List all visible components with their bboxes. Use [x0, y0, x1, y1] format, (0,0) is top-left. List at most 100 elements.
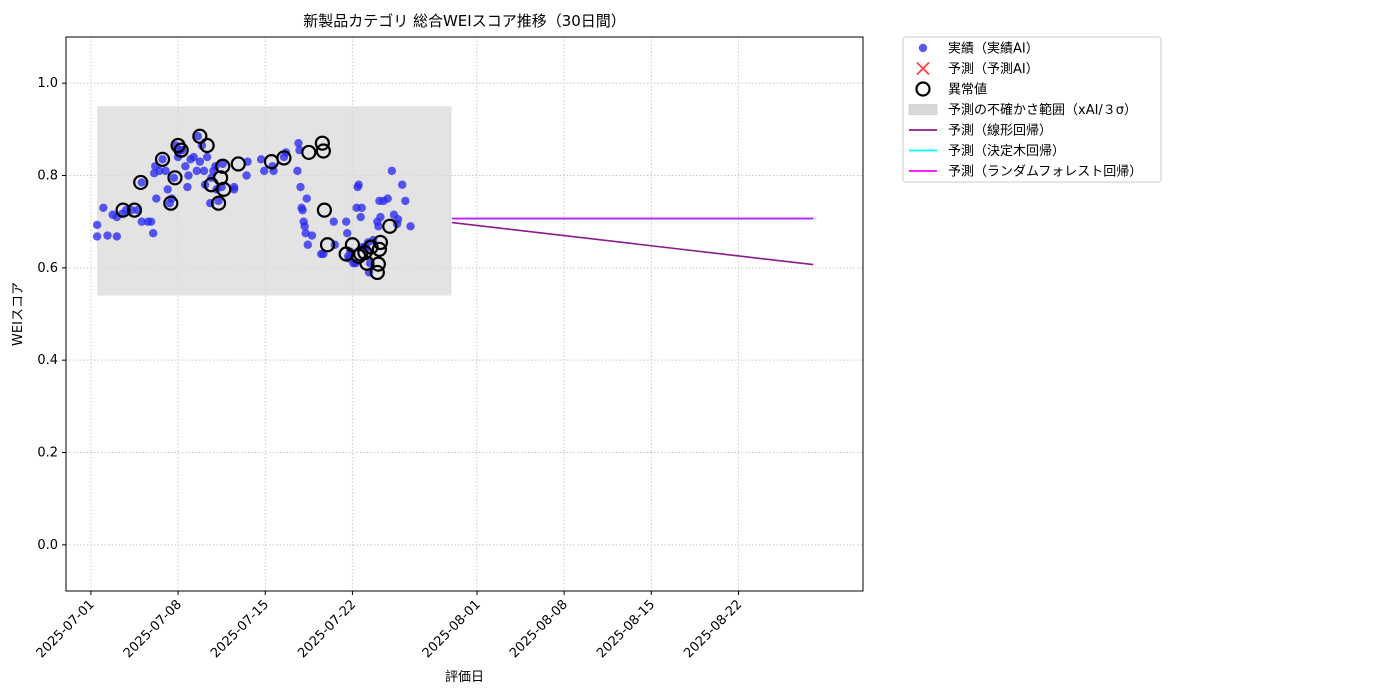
actual-point [406, 222, 415, 231]
actual-point [158, 155, 167, 164]
actual-point [163, 185, 172, 194]
anomaly-ring [163, 195, 179, 211]
actual-point [294, 138, 303, 148]
uncertainty-band [97, 106, 452, 296]
y-tick-label: 1.0 [37, 76, 58, 91]
legend-label: 予測（決定木回帰） [948, 143, 1065, 159]
actual-point [229, 185, 239, 194]
actual-point [343, 229, 352, 238]
actual-point [260, 166, 269, 176]
anomaly-ring [372, 234, 389, 251]
anomaly-ring [315, 143, 331, 159]
anomaly-ring [369, 264, 385, 281]
x-tick-label: 2025-07-22 [295, 597, 359, 661]
actual-point [112, 232, 122, 241]
x-tick-label: 2025-07-15 [208, 597, 272, 661]
anomaly-ring [210, 195, 227, 211]
anomaly-ring [115, 202, 131, 218]
anomaly-ring [319, 237, 336, 253]
x-tick-label: 2025-08-15 [594, 597, 658, 661]
anomaly-ring [133, 174, 149, 191]
anomaly-ring [192, 128, 208, 144]
actual-point [152, 194, 161, 203]
actual-point [307, 231, 317, 240]
actual-point [184, 171, 193, 180]
legend-label: 実績（実績AI） [948, 41, 1039, 57]
actual-point [155, 166, 164, 176]
actual-point [242, 171, 251, 180]
anomaly-ring [371, 241, 388, 257]
actual-point [103, 231, 112, 240]
actual-point [99, 203, 108, 213]
y-axis-label: WEIスコア [11, 282, 26, 346]
actual-point [302, 194, 311, 203]
y-tick-label: 0.6 [37, 261, 58, 276]
actual-point [383, 194, 392, 203]
y-tick-label: 0.0 [37, 538, 58, 553]
actual-point [181, 162, 190, 171]
legend-x-marker [916, 61, 930, 76]
actual-point [341, 217, 351, 226]
forecast-line [451, 221, 814, 266]
anomaly-ring [216, 181, 232, 197]
actual-point [357, 203, 366, 213]
anomaly-ring [382, 218, 398, 234]
chart-title: 新製品カテゴリ 総合WEIスコア推移（30日間） [303, 12, 626, 30]
actual-point [300, 222, 309, 231]
anomaly-ring [199, 137, 215, 154]
anomaly-ring [167, 170, 183, 186]
anomaly-ring [154, 151, 171, 167]
y-tick-label: 0.2 [37, 446, 58, 461]
actual-point [202, 152, 212, 162]
legend-ring-marker [915, 81, 931, 97]
anomaly-ring [344, 237, 361, 253]
actual-point [137, 178, 146, 187]
actual-point [356, 212, 365, 222]
actual-point [303, 240, 312, 249]
actual-point [169, 173, 179, 183]
legend-label: 予測の不確かさ範囲（xAI/３σ） [948, 102, 1137, 118]
actual-point [376, 212, 385, 222]
actual-point [92, 232, 102, 241]
plot-frame [65, 36, 864, 592]
actual-point [189, 152, 198, 162]
x-axis-label: 評価日 [445, 670, 484, 685]
anomaly-ring [173, 142, 189, 158]
actual-point [374, 222, 383, 231]
anomaly-ring [314, 135, 330, 151]
actual-point [214, 196, 223, 206]
actual-point [92, 220, 102, 230]
actual-point [329, 217, 338, 226]
actual-point [256, 155, 266, 164]
legend-label: 予測（線形回帰） [948, 123, 1052, 139]
actual-point [161, 166, 170, 176]
actual-point [148, 229, 158, 238]
legend-label: 予測（予測AI） [948, 62, 1039, 77]
actual-point [218, 159, 227, 169]
actual-point [192, 166, 201, 176]
actual-point [298, 205, 307, 215]
actual-point [199, 166, 209, 176]
anomaly-ring [230, 156, 246, 172]
actual-point [195, 157, 205, 166]
anomaly-rings-layer [115, 128, 398, 281]
anomaly-ring [316, 202, 333, 218]
anomaly-ring [301, 144, 317, 161]
anomaly-ring [126, 202, 143, 218]
x-tick-label: 2025-08-08 [507, 597, 571, 661]
actual-point [398, 180, 407, 189]
actual-point [296, 182, 305, 192]
anomaly-ring [276, 150, 292, 166]
legend-box [902, 36, 1162, 183]
legend-band-patch [908, 104, 938, 115]
actual-point [293, 166, 302, 176]
legend-label: 予測（ランダムフォレスト回帰） [948, 164, 1142, 180]
anomaly-ring [359, 255, 375, 271]
actual-point [393, 215, 403, 224]
x-tick-label: 2025-07-08 [121, 597, 185, 661]
actual-point [193, 132, 202, 141]
x-tick-label: 2025-08-22 [681, 597, 745, 661]
y-tick-label: 0.4 [37, 353, 58, 368]
